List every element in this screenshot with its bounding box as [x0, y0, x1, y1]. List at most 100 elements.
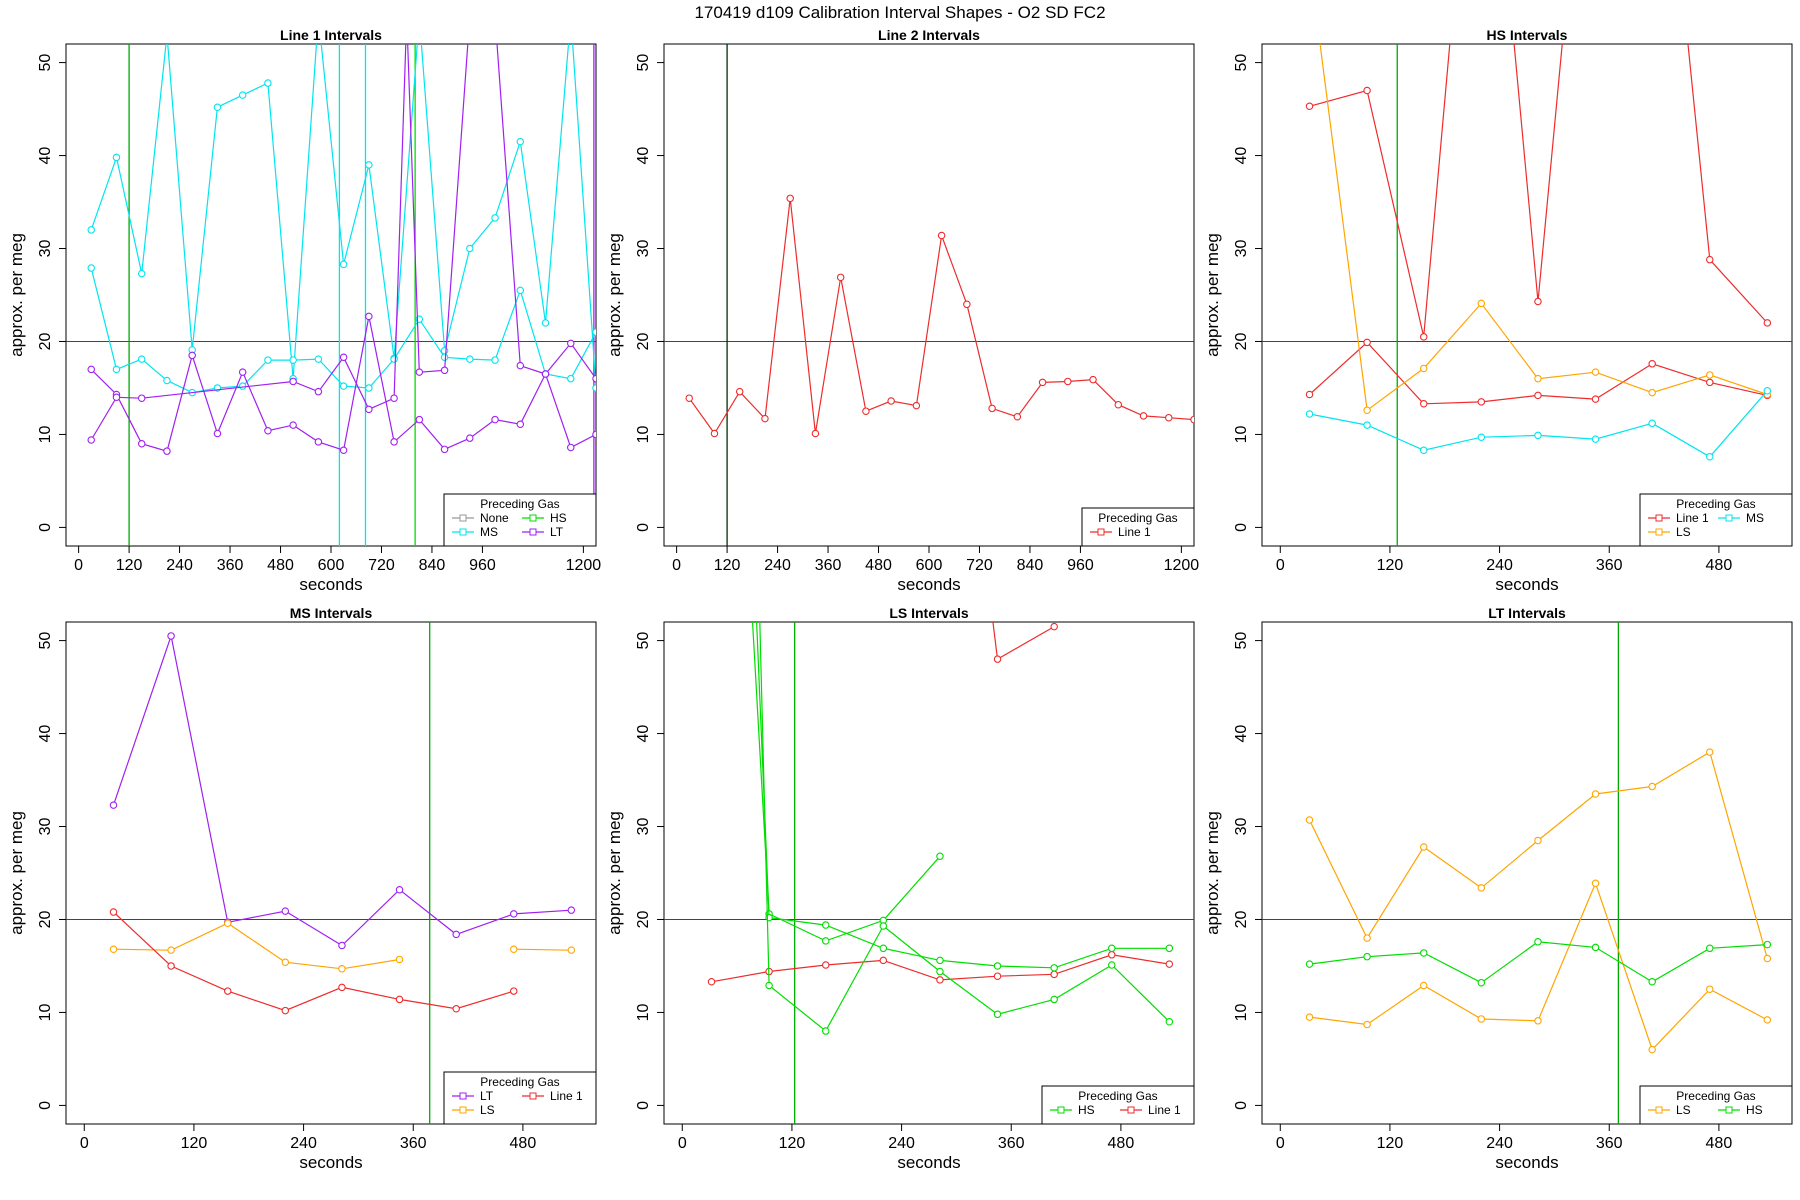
- legend-entry: MS: [1746, 511, 1764, 525]
- data-point: [213, 103, 222, 111]
- data-point: [1648, 1045, 1656, 1054]
- y-tick-label: 40: [635, 725, 652, 743]
- data-point: [516, 286, 525, 295]
- series-line: [113, 922, 400, 970]
- data-point: [289, 377, 297, 386]
- data-point: [1591, 368, 1600, 376]
- x-tick-label: 120: [116, 557, 143, 574]
- y-tick-label: 30: [1233, 240, 1250, 258]
- data-point: [338, 983, 346, 992]
- data-point: [1050, 964, 1058, 972]
- data-point: [223, 919, 232, 927]
- data-point: [1763, 954, 1772, 963]
- series-ms: [87, 264, 596, 397]
- data-point: [541, 370, 550, 378]
- panel-title: Line 2 Intervals: [878, 27, 980, 43]
- panel-1: Line 1 Intervals 0 120 240 360 480 600 720 840 96…: [7, 13, 601, 594]
- data-point: [510, 945, 518, 953]
- data-point: [993, 962, 1002, 970]
- y-axis-label: approx. per meg: [1203, 811, 1222, 935]
- legend-title: Preceding Gas: [480, 497, 559, 511]
- series-line-1: [1305, 44, 1772, 341]
- x-tick-label: 480: [865, 557, 892, 574]
- figure-title: 170419 d109 Calibration Interval Shapes …: [694, 3, 1105, 22]
- data-point: [452, 930, 460, 939]
- series-hs: [751, 622, 944, 945]
- data-point: [213, 429, 222, 438]
- legend-entry: HS: [1746, 1103, 1763, 1117]
- legend-title: Preceding Gas: [1676, 1089, 1755, 1103]
- x-tick-label: 120: [1377, 1135, 1404, 1152]
- data-point: [395, 885, 404, 894]
- data-point: [338, 965, 346, 973]
- data-point: [137, 394, 146, 402]
- data-point: [314, 355, 323, 363]
- data-point: [862, 407, 870, 415]
- data-point: [1363, 338, 1371, 347]
- data-point: [1363, 406, 1371, 415]
- data-point: [1108, 951, 1116, 959]
- data-point: [1305, 410, 1314, 418]
- y-tick-label: 40: [37, 147, 54, 165]
- data-point: [238, 382, 247, 390]
- series-line: [1319, 44, 1768, 412]
- data-point: [338, 941, 346, 950]
- y-tick-label: 40: [37, 725, 54, 743]
- x-tick-label: 960: [469, 557, 496, 574]
- data-point: [988, 404, 996, 413]
- series-lt: [109, 632, 576, 950]
- data-point: [1591, 395, 1600, 403]
- x-tick-label: 360: [400, 1135, 427, 1152]
- data-point: [912, 401, 921, 410]
- y-tick-label: 0: [635, 1101, 652, 1110]
- data-point: [466, 434, 474, 442]
- data-point: [1419, 364, 1428, 373]
- data-point: [568, 13, 574, 19]
- data-point: [936, 967, 944, 976]
- plot-frame: [1261, 621, 1793, 1125]
- x-tick-label: 840: [419, 557, 446, 574]
- data-point: [1477, 884, 1486, 892]
- x-tick-label: 360: [998, 1135, 1025, 1152]
- data-point: [592, 430, 596, 439]
- plot-area: [664, 622, 1194, 1124]
- data-point: [415, 415, 424, 424]
- x-tick-label: 0: [80, 1135, 89, 1152]
- x-tick-label: 840: [1017, 557, 1044, 574]
- x-tick-label: 0: [74, 557, 83, 574]
- data-point: [963, 300, 971, 309]
- data-point: [109, 908, 118, 916]
- series-line: [113, 911, 514, 1012]
- data-point: [567, 906, 576, 914]
- data-point: [1591, 943, 1600, 952]
- data-point: [365, 405, 373, 414]
- legend-swatch-marker: [459, 1092, 467, 1100]
- data-point: [1706, 944, 1714, 953]
- series-hs: [1305, 938, 1772, 987]
- data-point: [1419, 981, 1428, 990]
- data-point: [264, 426, 272, 435]
- plot-area: [1262, 44, 1792, 546]
- legend-entry: MS: [480, 525, 498, 539]
- panel-2: Line 2 Intervals 0 120 240 360 480 600 720 840 96…: [605, 27, 1199, 594]
- series-line: [759, 622, 1170, 1032]
- plot-area: [66, 622, 596, 1124]
- data-point: [223, 987, 232, 995]
- x-tick-label: 0: [1276, 1135, 1285, 1152]
- data-point: [1419, 843, 1428, 851]
- data-point: [1763, 319, 1772, 327]
- data-point: [1706, 255, 1714, 264]
- legend-swatch-marker: [459, 1106, 467, 1114]
- y-tick-label: 10: [635, 1003, 652, 1021]
- data-point: [491, 214, 499, 222]
- y-tick-label: 50: [635, 632, 652, 650]
- y-tick-label: 30: [1233, 818, 1250, 836]
- data-point: [1419, 949, 1428, 957]
- x-tick-label: 120: [181, 1135, 208, 1152]
- legend-swatch-marker: [1725, 1106, 1733, 1114]
- data-point: [592, 384, 596, 392]
- y-tick-label: 40: [1233, 147, 1250, 165]
- series-line-1: [992, 622, 1058, 663]
